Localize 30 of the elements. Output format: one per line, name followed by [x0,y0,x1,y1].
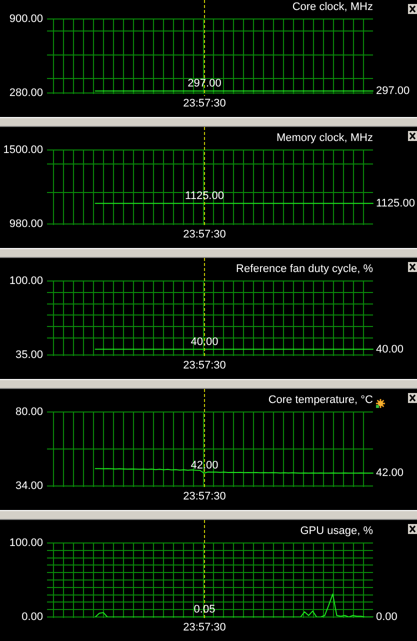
y-tick-label: 900.00 [9,13,43,26]
chart-title: Memory clock, MHz [276,132,373,144]
text: 23:57:30 [183,228,226,241]
text: 40.00 [376,343,404,356]
y-tick-label: 1500.00 [3,144,43,156]
chart-title: GPU usage, % [300,525,374,538]
y-tick-label: 80.00 [15,406,43,418]
text: 23:57:30 [183,360,226,372]
text: 23:57:30 [183,490,226,503]
text: 297.00 [376,85,410,97]
y-tick-label: 980.00 [9,218,43,230]
y-tick-label: 34.00 [15,480,43,492]
y-tick-label: 280.00 [9,87,43,100]
annotation: 1125.00 [185,190,224,202]
text: 23:57:30 [183,622,226,634]
chart-title: Core clock, MHz [292,1,373,14]
text: 23:57:30 [183,98,226,110]
y-tick-label: 0.00 [22,611,43,624]
y-tick-label: 35.00 [15,349,43,362]
text: 0.00 [376,611,398,624]
y-tick-label: 100.00 [9,537,43,550]
text: 1125.00 [376,197,415,210]
chart-title: Core temperature, °C [268,394,374,406]
annotation: 42.00 [190,460,218,472]
annotation: 40.00 [190,336,218,348]
text: 42.00 [376,467,404,480]
y-tick-label: 100.00 [9,275,43,288]
annotation: 297.00 [188,78,222,90]
annotation: 0.05 [194,603,216,616]
chart-title: Reference fan duty cycle, % [236,263,374,276]
